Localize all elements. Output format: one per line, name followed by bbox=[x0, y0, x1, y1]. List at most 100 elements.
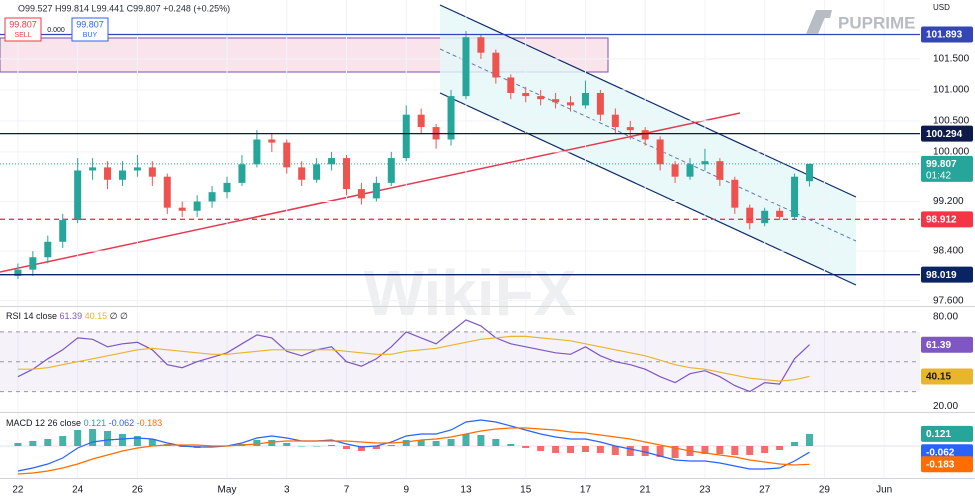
price-level-label: 101.893 bbox=[926, 30, 963, 41]
histogram-bar bbox=[432, 441, 440, 446]
histogram-bar bbox=[148, 439, 156, 446]
histogram-bar bbox=[133, 436, 141, 446]
sell-button[interactable] bbox=[4, 17, 42, 42]
price-level-label-box bbox=[921, 211, 973, 228]
price-level-label-box bbox=[921, 26, 973, 43]
watermark: WikiFX bbox=[364, 257, 577, 329]
histogram-bar bbox=[791, 442, 799, 446]
candle-body bbox=[193, 201, 201, 211]
candle-body bbox=[372, 182, 380, 199]
rsi-legend: RSI 14 close 61.39 40.15 ∅ ∅ bbox=[6, 311, 128, 321]
rsi-extra: ∅ ∅ bbox=[110, 311, 128, 321]
buy-button[interactable] bbox=[71, 17, 109, 42]
y-tick-label: 97.600 bbox=[933, 295, 964, 306]
y-tick-label: 101.000 bbox=[933, 85, 970, 96]
current-price: 99.807 bbox=[926, 159, 957, 170]
candle-body bbox=[298, 167, 306, 180]
series-line bbox=[17, 419, 810, 472]
rsi-value: 61.39 bbox=[60, 311, 83, 321]
rsi-title: RSI 14 close bbox=[6, 311, 57, 321]
candle-body bbox=[14, 269, 22, 276]
histogram-bar bbox=[716, 446, 724, 454]
candle-body bbox=[671, 164, 679, 177]
histogram-bar bbox=[328, 445, 336, 446]
current-price-box bbox=[921, 155, 973, 182]
candle-body bbox=[626, 127, 634, 131]
x-tick-label: 23 bbox=[699, 485, 711, 496]
candle-body bbox=[522, 92, 530, 97]
histogram-bar bbox=[462, 434, 470, 446]
histogram-bar bbox=[313, 446, 321, 447]
histogram-bar bbox=[522, 446, 530, 448]
rsi-ma-value: 40.15 bbox=[85, 311, 108, 321]
candle-body bbox=[447, 96, 455, 140]
histogram-bar bbox=[447, 439, 455, 446]
ohlc-legend: O99.527 H99.814 L99.441 C99.807 +0.248 (… bbox=[18, 3, 230, 13]
histogram-bar bbox=[387, 445, 395, 446]
candle-body bbox=[118, 170, 126, 180]
macd-title: MACD 12 26 close bbox=[6, 418, 81, 428]
histogram-bar bbox=[656, 446, 664, 457]
drawings: WikiFX bbox=[0, 4, 857, 329]
candle-body bbox=[29, 257, 37, 270]
price-level-label-box bbox=[921, 125, 973, 142]
x-tick-label: 3 bbox=[284, 485, 290, 496]
candle-body bbox=[656, 139, 664, 165]
histogram-bar bbox=[776, 446, 784, 450]
histogram-bar bbox=[537, 446, 545, 451]
histogram-bar bbox=[342, 446, 350, 449]
candle-body bbox=[731, 179, 739, 208]
histogram-bar bbox=[44, 439, 52, 446]
candle-body bbox=[44, 241, 52, 258]
last-value-label-box bbox=[921, 368, 973, 385]
histogram-bar bbox=[118, 434, 126, 446]
candle-body bbox=[148, 167, 156, 177]
candle-body bbox=[641, 130, 649, 140]
price-level-label: 98.912 bbox=[926, 214, 957, 225]
candle-body bbox=[223, 182, 231, 193]
candle-body bbox=[567, 102, 575, 106]
x-tick-label: 9 bbox=[403, 485, 409, 496]
marks bbox=[0, 30, 920, 475]
y-tick-label: 99.200 bbox=[933, 196, 964, 207]
x-tick-label: 13 bbox=[460, 485, 472, 496]
x-tick-label: 22 bbox=[12, 485, 24, 496]
candle-body bbox=[342, 158, 350, 190]
last-value-label-box bbox=[921, 425, 973, 442]
buy-price: 99.807 bbox=[76, 19, 104, 29]
histogram-bar bbox=[477, 435, 485, 446]
x-tick-label: 29 bbox=[819, 485, 831, 496]
histogram-bar bbox=[671, 446, 679, 458]
candle-body bbox=[611, 114, 619, 128]
series-line bbox=[17, 427, 810, 475]
histogram-bar bbox=[89, 429, 97, 446]
candle-body bbox=[746, 207, 754, 224]
histogram-bar bbox=[761, 446, 769, 453]
candle-body bbox=[417, 114, 425, 128]
histogram-bar bbox=[59, 436, 67, 446]
candle-body bbox=[253, 139, 261, 165]
buy-label: BUY bbox=[83, 32, 98, 39]
candle-body bbox=[133, 167, 141, 171]
candle-body bbox=[238, 164, 246, 183]
histogram-bar bbox=[372, 446, 380, 449]
price-level-label-box bbox=[921, 266, 973, 283]
histogram-bar bbox=[492, 439, 500, 446]
candle-body bbox=[462, 37, 470, 97]
y-tick-label: 20.00 bbox=[933, 401, 958, 412]
candle-body bbox=[104, 167, 112, 180]
candle-body bbox=[581, 92, 589, 106]
histogram-bar bbox=[731, 446, 739, 455]
x-tick-label: 17 bbox=[580, 485, 592, 496]
candle-body bbox=[328, 158, 336, 165]
candle-body bbox=[805, 163, 813, 182]
channel-mid bbox=[439, 48, 857, 242]
candle-body bbox=[89, 167, 97, 171]
y-tick-label: 100.000 bbox=[933, 147, 970, 158]
histogram-bar bbox=[298, 446, 306, 447]
histogram-bar bbox=[14, 443, 22, 446]
x-tick-label: 21 bbox=[640, 485, 652, 496]
histogram-bar bbox=[611, 446, 619, 455]
series-line bbox=[17, 335, 810, 382]
